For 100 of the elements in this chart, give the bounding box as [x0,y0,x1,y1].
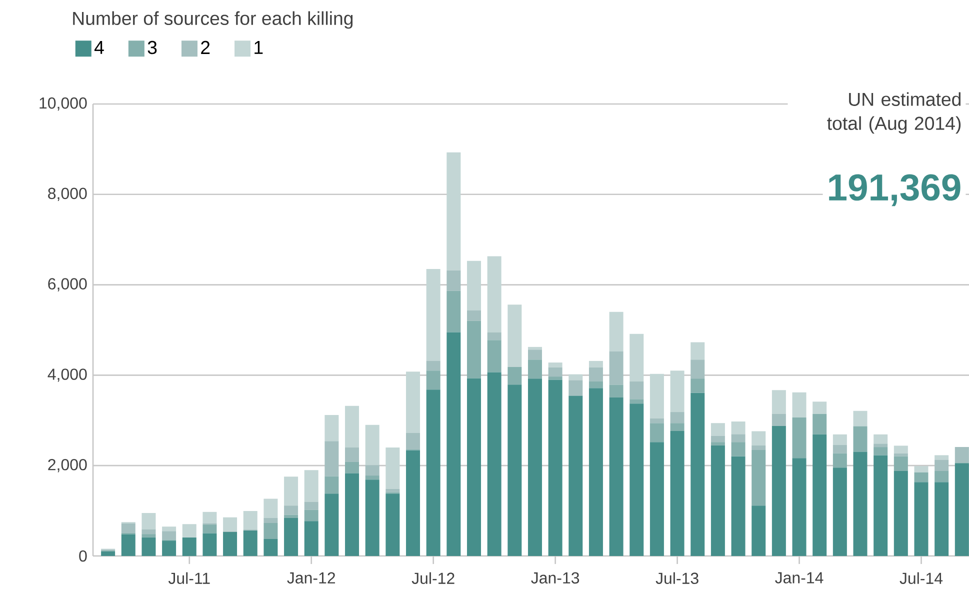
bar [832,434,847,446]
bar [528,360,542,379]
bar [670,423,684,432]
bar [630,399,644,404]
y-tick-label: 8,000 [48,188,87,201]
bar [284,476,298,506]
bar [304,510,318,522]
bar [588,382,603,388]
bar [670,431,684,556]
bar [365,480,380,556]
bar [934,455,949,460]
bar [934,471,949,482]
bar [284,514,298,518]
bar [954,447,969,464]
bar [446,290,461,332]
bar [630,382,644,400]
bar [426,268,440,361]
bar [386,488,400,492]
bar [508,384,522,556]
bar [284,506,298,515]
y-tick-label: 2,000 [48,458,87,472]
bar [101,551,116,556]
y-tick-label: 0 [79,550,87,562]
bar [832,445,847,454]
bar [365,424,380,466]
bar [548,376,562,380]
bar [752,450,766,506]
bar [853,452,868,556]
bar [588,388,603,556]
bar [568,396,583,556]
bar [264,522,278,540]
bar [874,434,888,444]
bar [934,460,949,472]
bar [284,518,298,556]
bar [121,523,136,533]
bar [832,453,847,468]
bar [466,310,481,321]
bar [690,360,705,379]
bar [609,351,624,385]
bar [731,442,746,456]
bar [446,152,461,270]
bar [772,426,786,556]
bar [650,418,664,424]
bar [853,410,868,426]
x-tick-label: Jul-11 [168,572,210,584]
bar [426,360,440,371]
bar [894,471,908,556]
bar [446,332,461,556]
bar [162,531,176,540]
bar [650,374,664,418]
bar [142,534,156,538]
x-tick-label: Jul-14 [900,572,943,584]
bar [466,320,481,378]
y-tick-label: 6,000 [48,278,87,292]
bar [487,340,502,372]
bar [710,445,725,556]
bar [386,448,400,489]
bar [568,374,583,380]
bar [731,434,746,442]
bar [772,390,786,414]
bar [528,378,542,556]
bar [345,406,360,448]
x-tick-label: Jan-14 [775,572,824,584]
bar [710,423,725,436]
bar [548,380,562,556]
bar [812,414,827,434]
bar [508,304,522,368]
bar [142,513,156,530]
legend-label: 1 [254,41,263,54]
bar [202,533,217,556]
bar [528,350,542,360]
bar [466,378,481,556]
bar [426,370,440,390]
bar [365,476,380,480]
bar [731,456,746,556]
bar [142,537,156,556]
bar [914,472,928,482]
bar [630,334,644,382]
annotation: 191,369 [829,174,960,206]
bar [426,390,440,556]
bar [792,417,806,458]
bar [934,482,949,556]
bar [710,442,725,446]
x-tick-label: Jul-13 [656,572,698,584]
x-tick-label: Jan-12 [287,572,335,584]
bar [914,466,928,472]
bar [812,434,827,556]
bar [630,404,644,556]
bar [874,444,888,448]
bar [609,398,624,556]
bar [954,463,969,556]
bar [324,476,339,494]
bar [588,367,603,382]
bar [162,526,176,532]
bar [162,540,176,556]
bar [406,450,420,556]
bar [914,482,928,556]
bar [264,518,278,523]
bar [752,431,766,446]
bar [650,423,664,442]
